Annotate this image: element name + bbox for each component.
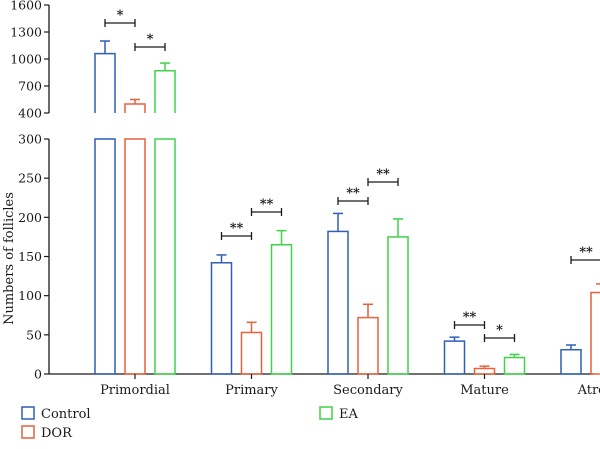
significance-label: ** xyxy=(579,245,593,260)
bar-control-secondary xyxy=(327,230,349,375)
bar-dor-secondary xyxy=(357,316,379,375)
significance-label: ** xyxy=(230,221,244,236)
y-tick-label: 200 xyxy=(18,210,42,225)
legend-label-control: Control xyxy=(41,407,91,422)
bar-control-primordial-lower xyxy=(94,138,116,375)
bar-dor-primary xyxy=(240,331,263,375)
significance-label: ** xyxy=(346,186,360,201)
x-tick-label: Primordial xyxy=(100,383,170,398)
y-tick-label: 0 xyxy=(34,367,42,382)
bar-dor-atresia xyxy=(590,291,600,375)
legend-label-dor: DOR xyxy=(41,426,73,441)
y-tick-label: 400 xyxy=(18,106,42,121)
y-tick-label: 1600 xyxy=(10,0,42,13)
y-tick-label: 50 xyxy=(26,327,42,342)
x-tick-label: Primary xyxy=(225,383,278,398)
bar-control-primordial-upper xyxy=(94,52,116,113)
significance-label: * xyxy=(496,323,503,338)
y-tick-label: 100 xyxy=(18,288,42,303)
y-tick-label: 150 xyxy=(18,249,42,264)
y-tick-label: 300 xyxy=(18,132,42,147)
bar-ea-mature xyxy=(503,356,526,375)
y-axis-title: Numbers of follicles xyxy=(2,192,17,325)
y-tick-label: 250 xyxy=(18,171,42,186)
bar-control-atresia xyxy=(560,348,582,375)
significance-label: ** xyxy=(376,167,390,182)
x-tick-label: Atresia xyxy=(577,383,600,398)
significance-label: * xyxy=(117,8,124,23)
bar-ea-secondary xyxy=(387,236,409,375)
bar-ea-primordial-lower xyxy=(154,138,176,375)
significance-label: ** xyxy=(463,310,477,325)
x-tick-label: Secondary xyxy=(333,383,403,398)
bar-dor-primordial-upper xyxy=(124,103,146,113)
y-tick-label: 700 xyxy=(18,79,42,94)
legend-swatch-ea xyxy=(319,406,333,420)
bar-dor-primordial-lower xyxy=(124,138,146,375)
x-tick-label: Mature xyxy=(460,383,509,398)
legend-swatch-control xyxy=(21,406,35,420)
significance-label: * xyxy=(147,32,154,47)
legend-label-ea: EA xyxy=(339,407,358,422)
bar-ea-primordial-upper xyxy=(154,69,176,113)
bar-control-mature xyxy=(443,340,466,375)
y-tick-label: 1000 xyxy=(10,52,42,67)
bar-ea-primary xyxy=(270,244,293,375)
significance-label: ** xyxy=(260,197,274,212)
bar-control-primary xyxy=(210,262,233,375)
legend-swatch-dor xyxy=(21,425,35,439)
y-tick-label: 1300 xyxy=(10,25,42,40)
bar-dor-mature xyxy=(473,367,496,375)
